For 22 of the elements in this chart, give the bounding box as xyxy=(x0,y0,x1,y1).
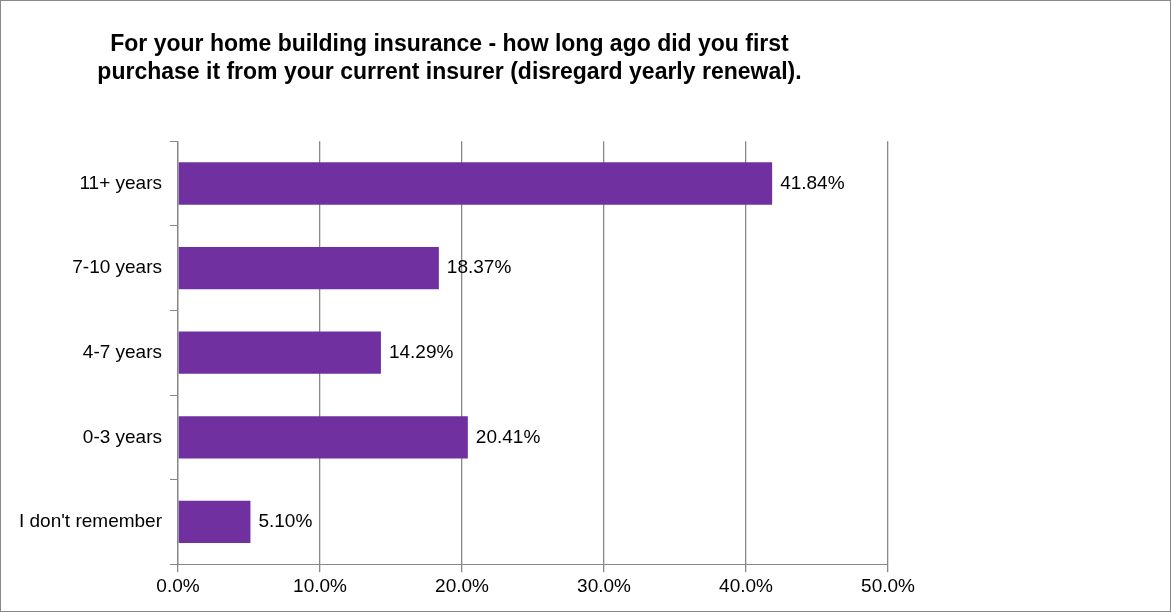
data-label: 18.37% xyxy=(446,256,512,278)
data-label: 5.10% xyxy=(258,510,313,532)
y-tick-label: 4-7 years xyxy=(82,340,163,362)
x-tick-label: 50.0% xyxy=(861,574,916,596)
x-tick-label: 30.0% xyxy=(577,574,632,596)
y-tick-label: 0-3 years xyxy=(82,425,163,447)
y-tick-label: 7-10 years xyxy=(72,256,163,278)
x-tick-label: 0.0% xyxy=(156,574,200,596)
y-tick-label: 11+ years xyxy=(79,171,163,193)
chart-title: For your home building insurance - how long ago did you first purchase it from your current insurer (disregard yearly renewal). xyxy=(97,30,802,84)
y-tick-label: I don't remember xyxy=(18,510,163,532)
x-tick-label: 10.0% xyxy=(293,574,348,596)
bar xyxy=(178,246,439,290)
data-label: 20.41% xyxy=(475,425,541,447)
bar xyxy=(178,331,381,374)
data-label: 41.84% xyxy=(780,171,845,193)
bar xyxy=(178,416,468,459)
bar xyxy=(178,162,773,205)
data-label: 14.29% xyxy=(388,340,454,362)
bar xyxy=(178,500,251,544)
x-tick-label: 40.0% xyxy=(719,574,774,596)
x-tick-label: 20.0% xyxy=(435,574,490,596)
